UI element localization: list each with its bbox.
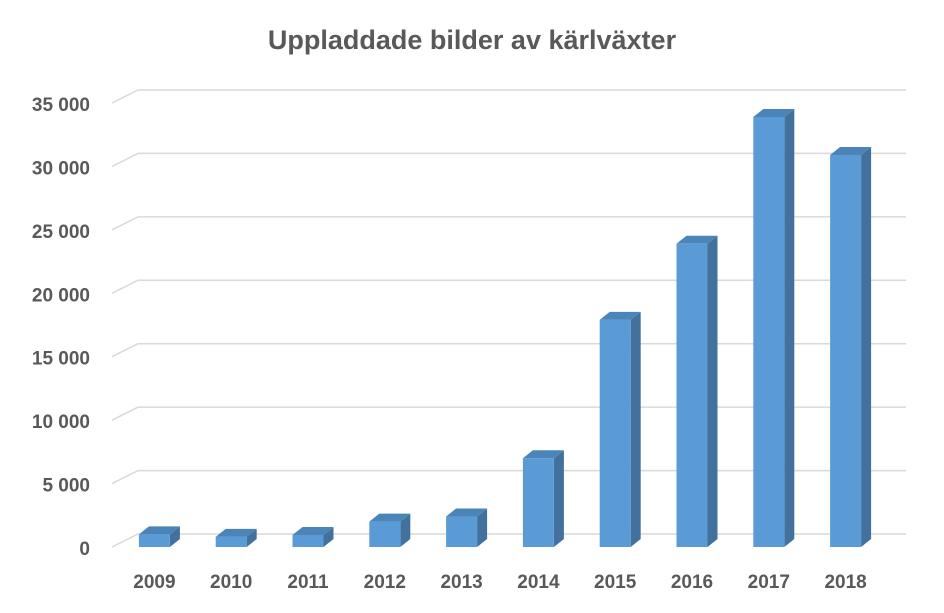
bar-front xyxy=(830,155,862,548)
bar xyxy=(292,526,334,547)
bar xyxy=(753,108,795,547)
bar-side xyxy=(553,450,564,547)
bar xyxy=(446,508,488,547)
y-tick-label: 0 xyxy=(79,539,90,560)
bar-top xyxy=(215,528,257,537)
x-axis: 2009 2010 2011 2012 2013 2014 2015 2016 2017 2018 xyxy=(133,572,866,593)
bar-side xyxy=(477,508,488,547)
y-tick-label: 25 000 xyxy=(32,222,90,243)
bar-top xyxy=(522,450,564,459)
x-tick-label: 2016 xyxy=(671,572,713,593)
bar xyxy=(215,528,257,547)
x-tick-label: 2014 xyxy=(517,572,560,593)
x-tick-label: 2018 xyxy=(824,572,866,593)
bar-top xyxy=(369,513,411,522)
gridline xyxy=(111,152,906,168)
gridlines xyxy=(111,89,906,548)
x-tick-label: 2017 xyxy=(748,572,790,593)
bar xyxy=(369,513,411,547)
gridline xyxy=(111,342,906,358)
bar-side xyxy=(323,526,334,547)
y-tick-label: 35 000 xyxy=(32,95,90,116)
bar-top xyxy=(599,311,641,320)
bar-front xyxy=(599,319,631,547)
bar xyxy=(830,147,872,548)
bar-top xyxy=(830,147,872,156)
bar-side xyxy=(246,528,257,547)
gridline xyxy=(111,216,906,231)
bar-top xyxy=(292,526,334,535)
bar-side xyxy=(784,108,795,547)
y-axis: 0 5 000 10 000 15 000 20 000 25 000 30 000 35 0… xyxy=(32,95,90,560)
x-tick-label: 2013 xyxy=(440,572,482,593)
bar xyxy=(138,526,180,547)
x-tick-label: 2009 xyxy=(133,572,175,593)
bar-side xyxy=(400,513,411,547)
gridline xyxy=(111,469,906,485)
bar xyxy=(599,311,641,547)
y-tick-label: 10 000 xyxy=(32,412,90,433)
gridline xyxy=(111,406,906,421)
bar-front xyxy=(369,521,401,547)
bar-front xyxy=(446,516,478,547)
y-tick-label: 30 000 xyxy=(32,158,90,179)
bar-top xyxy=(676,235,718,244)
gridline xyxy=(111,533,906,548)
x-tick-label: 2010 xyxy=(210,572,252,593)
x-tick-label: 2011 xyxy=(287,572,329,593)
bar-front xyxy=(676,243,708,547)
bar-top xyxy=(138,526,180,535)
bar-front xyxy=(522,458,554,547)
bar-top xyxy=(753,108,795,117)
x-tick-label: 2015 xyxy=(594,572,637,593)
bar-series xyxy=(138,108,872,548)
gridline xyxy=(111,279,906,294)
bar-front xyxy=(292,534,324,547)
chart-title: Uppladdade bilder av kärlväxter xyxy=(268,25,677,55)
bar-front xyxy=(138,534,170,547)
y-tick-label: 5 000 xyxy=(42,476,90,497)
bar-side xyxy=(630,311,641,547)
bar-front xyxy=(215,536,247,547)
bar-front xyxy=(753,116,785,547)
bar-side xyxy=(169,526,180,547)
x-tick-label: 2012 xyxy=(364,572,406,593)
bar-side xyxy=(861,147,872,548)
y-tick-label: 20 000 xyxy=(32,285,90,306)
bar-side xyxy=(707,235,718,547)
bar-top xyxy=(446,508,488,517)
bar xyxy=(522,450,564,547)
gridline xyxy=(111,89,906,104)
y-tick-label: 15 000 xyxy=(32,349,90,370)
bar xyxy=(676,235,718,547)
